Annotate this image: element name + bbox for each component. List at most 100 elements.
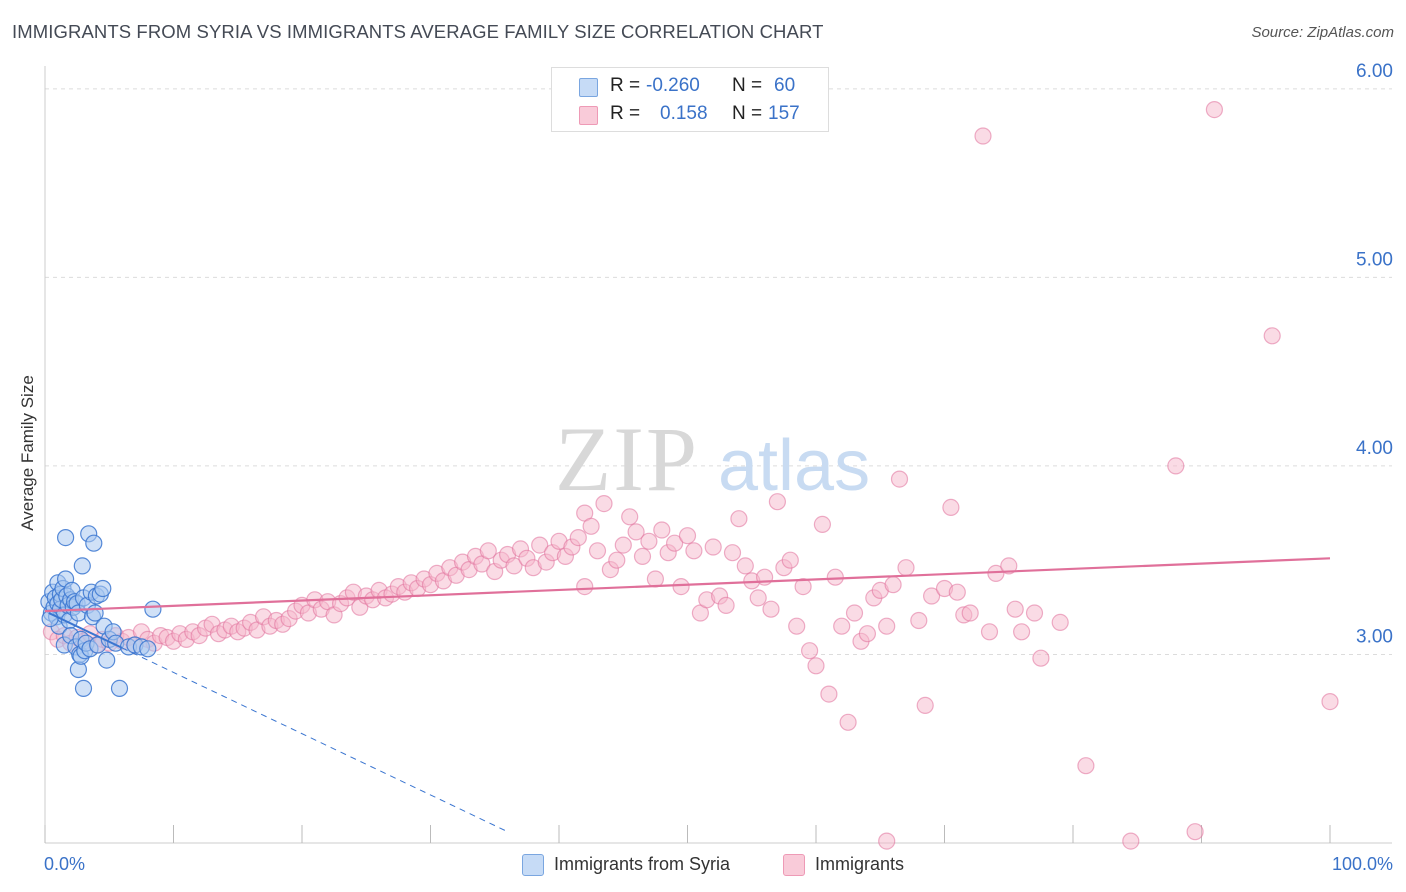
point-immigrants bbox=[878, 617, 896, 635]
point-syria bbox=[94, 579, 112, 598]
trend-line-immigrants bbox=[44, 557, 1331, 613]
point-syria bbox=[110, 679, 129, 698]
legend-swatch-immigrants bbox=[783, 854, 805, 876]
point-immigrants bbox=[749, 589, 767, 607]
trend-line-syria bbox=[48, 612, 123, 649]
point-immigrants bbox=[621, 508, 639, 526]
point-immigrants bbox=[1051, 613, 1069, 632]
point-immigrants bbox=[839, 713, 857, 731]
point-immigrants bbox=[1000, 557, 1018, 575]
point-immigrants bbox=[942, 498, 960, 516]
legend-label-syria: Immigrants from Syria bbox=[554, 854, 731, 874]
r-label: R = bbox=[610, 103, 641, 124]
watermark: ZIP atlas bbox=[555, 408, 870, 510]
point-immigrants bbox=[665, 534, 684, 552]
point-immigrants bbox=[762, 600, 780, 618]
point-immigrants bbox=[910, 611, 928, 630]
r-label: R = bbox=[610, 75, 641, 96]
point-immigrants bbox=[1263, 327, 1281, 345]
trend-line-syria-extension bbox=[121, 647, 508, 833]
watermark-zip: ZIP bbox=[555, 408, 699, 510]
point-immigrants bbox=[588, 542, 607, 560]
point-immigrants bbox=[685, 542, 703, 560]
point-immigrants bbox=[884, 576, 902, 594]
point-immigrants bbox=[948, 583, 966, 601]
point-immigrants bbox=[1025, 604, 1044, 622]
point-immigrants bbox=[1032, 649, 1050, 667]
y-axis-title: Average Family Size bbox=[18, 375, 37, 531]
point-immigrants bbox=[569, 528, 587, 547]
legend-label-immigrants: Immigrants bbox=[815, 854, 905, 874]
point-immigrants bbox=[582, 517, 600, 535]
y-tick-label: 5.00 bbox=[1356, 249, 1393, 270]
point-immigrants bbox=[736, 557, 754, 575]
x-tick-label: 0.0% bbox=[44, 854, 85, 874]
point-immigrants bbox=[646, 570, 665, 588]
stats-swatch-immigrants bbox=[579, 106, 598, 125]
point-immigrants bbox=[614, 536, 632, 554]
point-immigrants bbox=[704, 538, 722, 556]
point-syria bbox=[139, 640, 157, 658]
point-immigrants bbox=[897, 559, 915, 577]
point-immigrants bbox=[531, 536, 549, 554]
point-immigrants bbox=[723, 544, 742, 562]
n-label: N = bbox=[732, 75, 763, 96]
stats-row-syria: R = -0.260 N = 60 bbox=[552, 72, 828, 100]
point-syria bbox=[85, 534, 103, 552]
point-immigrants bbox=[1006, 600, 1024, 618]
tick-labels: 3.00 4.00 5.00 6.00 0.0% 100.0% bbox=[44, 61, 1393, 874]
point-immigrants bbox=[961, 604, 979, 622]
chart-title: IMMIGRANTS FROM SYRIA VS IMMIGRANTS AVER… bbox=[12, 21, 824, 42]
point-immigrants bbox=[730, 510, 748, 528]
point-immigrants bbox=[845, 604, 864, 622]
point-immigrants bbox=[1167, 457, 1185, 475]
point-immigrants bbox=[858, 625, 877, 643]
point-immigrants bbox=[922, 587, 941, 605]
point-immigrants bbox=[788, 617, 806, 635]
axes bbox=[44, 66, 1392, 844]
point-immigrants bbox=[833, 617, 851, 635]
point-syria bbox=[74, 679, 93, 698]
source-label: Source: ZipAtlas.com bbox=[1251, 24, 1394, 41]
point-immigrants bbox=[653, 521, 671, 539]
n-value: 60 bbox=[774, 75, 796, 96]
stats-box: R = -0.260 N = 60 R = 0.158 N = 157 bbox=[551, 67, 829, 132]
point-immigrants bbox=[974, 127, 992, 145]
point-immigrants bbox=[1077, 757, 1095, 775]
point-immigrants bbox=[768, 493, 787, 511]
point-immigrants bbox=[717, 596, 735, 615]
y-tick-label: 3.00 bbox=[1356, 626, 1393, 647]
point-immigrants bbox=[640, 532, 658, 550]
point-immigrants bbox=[820, 685, 838, 703]
point-immigrants bbox=[633, 547, 652, 566]
trend-lines bbox=[44, 557, 1331, 833]
point-immigrants bbox=[800, 642, 819, 660]
point-immigrants bbox=[807, 657, 825, 675]
point-immigrants bbox=[890, 470, 909, 488]
r-value: 0.158 bbox=[660, 103, 708, 124]
stats-row-immigrants: R = 0.158 N = 157 bbox=[552, 100, 828, 128]
r-value: -0.260 bbox=[646, 75, 700, 96]
point-immigrants bbox=[826, 568, 844, 586]
point-immigrants bbox=[672, 577, 690, 596]
point-immigrants bbox=[479, 542, 497, 560]
point-immigrants bbox=[1122, 832, 1140, 850]
point-immigrants bbox=[1205, 100, 1224, 119]
point-immigrants bbox=[781, 551, 799, 569]
point-immigrants bbox=[878, 832, 896, 850]
point-syria bbox=[56, 528, 75, 547]
point-syria bbox=[98, 651, 116, 669]
point-immigrants bbox=[813, 515, 832, 534]
point-syria bbox=[144, 600, 162, 618]
legend-swatch-syria bbox=[522, 854, 544, 876]
n-value: 157 bbox=[768, 103, 800, 124]
point-immigrants bbox=[1321, 692, 1339, 711]
stats-swatch-syria bbox=[579, 78, 598, 97]
grid-lines bbox=[45, 88, 1392, 655]
point-immigrants bbox=[794, 577, 812, 596]
point-syria bbox=[73, 557, 91, 575]
point-immigrants bbox=[595, 495, 613, 513]
y-tick-label: 4.00 bbox=[1356, 438, 1393, 459]
x-tick-label: 100.0% bbox=[1332, 854, 1393, 874]
